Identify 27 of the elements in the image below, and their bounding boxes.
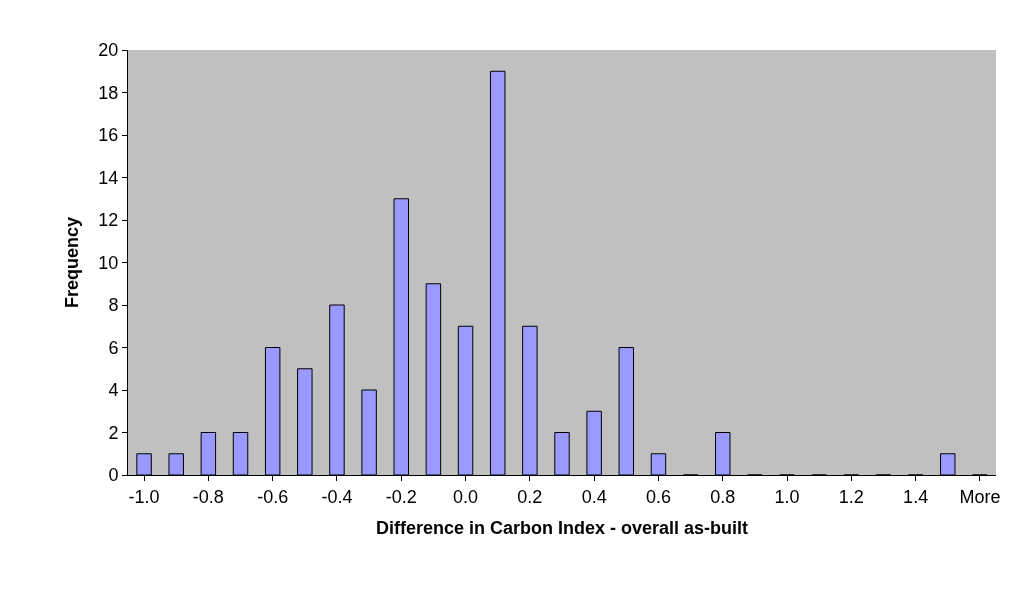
y-tick-label: 2 bbox=[108, 422, 119, 443]
x-tick-label: -0.6 bbox=[257, 486, 289, 507]
x-tick-label: 0.2 bbox=[517, 486, 543, 507]
x-tick-label: 1.2 bbox=[838, 486, 864, 507]
x-tick-label: -0.8 bbox=[192, 486, 224, 507]
x-tick-label: 0.4 bbox=[581, 486, 607, 507]
x-tick-label: 0.0 bbox=[453, 486, 479, 507]
x-tick-label: -1.0 bbox=[128, 486, 160, 507]
x-tick-label: -0.4 bbox=[321, 486, 353, 507]
y-tick-label: 20 bbox=[98, 40, 119, 61]
y-tick-label: 8 bbox=[108, 295, 119, 316]
y-tick-label: 16 bbox=[98, 125, 119, 146]
x-tick-label: 1.4 bbox=[903, 486, 929, 507]
x-axis-title: Difference in Carbon Index - overall as-built bbox=[375, 517, 749, 538]
y-tick-label: 18 bbox=[98, 82, 119, 103]
x-tick-label: More bbox=[959, 486, 1001, 507]
x-tick-label: 0.8 bbox=[710, 486, 736, 507]
y-tick-label: 12 bbox=[98, 210, 119, 231]
y-axis-title: Frequency bbox=[61, 216, 82, 309]
x-tick-label: 0.6 bbox=[645, 486, 671, 507]
y-tick-label: 4 bbox=[108, 380, 119, 401]
y-tick-label: 14 bbox=[98, 167, 119, 188]
y-tick-label: 10 bbox=[98, 252, 119, 273]
y-tick-label: 6 bbox=[108, 337, 119, 358]
y-tick-label: 0 bbox=[108, 465, 119, 486]
x-tick-label: -0.2 bbox=[385, 486, 417, 507]
x-tick-label: 1.0 bbox=[774, 486, 800, 507]
